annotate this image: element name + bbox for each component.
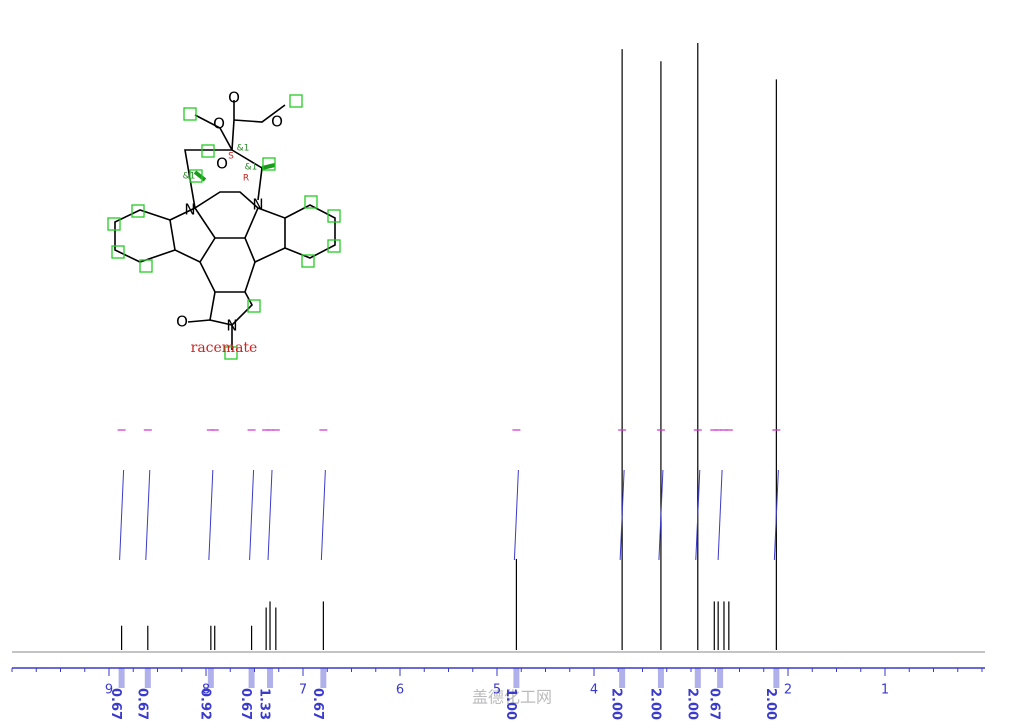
integral-label: 1.00 — [503, 688, 518, 720]
integral-curve — [249, 469, 255, 561]
stereo-label: &1 — [183, 172, 196, 182]
integral-label: 2.00 — [763, 688, 778, 720]
structure — [107, 94, 341, 360]
atom: O — [228, 89, 240, 107]
atom: O — [176, 313, 188, 331]
integral-curve — [320, 469, 326, 561]
x-tick-label: 8 — [202, 683, 210, 698]
stereo-label: S — [228, 152, 234, 162]
integral-curve — [267, 469, 273, 561]
integral-band — [320, 668, 327, 688]
integral-band — [717, 668, 724, 688]
atom: N — [252, 196, 263, 214]
x-tick-label: 5 — [493, 683, 501, 698]
atom: N — [226, 317, 237, 335]
stereo-label: &1 — [237, 144, 250, 154]
integral-label: 0.67 — [134, 688, 149, 720]
integral-label: 0.67 — [707, 688, 722, 720]
integral-curve — [619, 469, 625, 561]
integral-band — [773, 668, 780, 688]
integral-label: 0.67 — [108, 688, 123, 720]
x-tick-label: 6 — [396, 683, 404, 698]
integral-band — [144, 668, 151, 688]
integral-band — [619, 668, 626, 688]
integral-curve — [208, 469, 214, 561]
integral-label: 1.33 — [257, 688, 272, 720]
integral-curve — [717, 469, 723, 561]
integral-curve — [658, 469, 664, 561]
integral-label: 0.67 — [310, 688, 325, 720]
integral-curve — [773, 469, 779, 561]
integral-band — [118, 668, 125, 688]
integral-curve — [513, 469, 519, 561]
x-tick-label: 9 — [105, 683, 113, 698]
integral-label: 2.00 — [609, 688, 624, 720]
watermark: 盖德化工网 — [472, 688, 552, 707]
atom: O — [216, 155, 228, 173]
integral-curve — [145, 469, 151, 561]
stereo-label: R — [243, 174, 249, 184]
atom: N — [184, 201, 195, 219]
x-tick-label: 1 — [881, 683, 889, 698]
atom: O — [213, 115, 225, 133]
integral-curve — [119, 469, 125, 561]
integral-label: 2.00 — [684, 688, 699, 720]
integral-band — [694, 668, 701, 688]
integral-band — [207, 668, 214, 688]
integral-label: 0.67 — [238, 688, 253, 720]
integral-band — [513, 668, 520, 688]
integral-band — [657, 668, 664, 688]
structure-labels: O O O O N N O N &1 S &1 R &1 racemate — [176, 89, 283, 357]
integral-label: 0.92 — [197, 688, 212, 720]
integral-curve — [695, 469, 701, 561]
integral-label: 2.00 — [647, 688, 662, 720]
stereo-label: &1 — [245, 163, 258, 173]
x-tick-label: 4 — [590, 683, 598, 698]
atom: O — [271, 113, 283, 131]
x-tick-label: 7 — [299, 683, 307, 698]
integral-band — [248, 668, 255, 688]
structure-note: racemate — [191, 340, 258, 356]
x-tick-label: 2 — [784, 683, 792, 698]
integral-band — [267, 668, 274, 688]
